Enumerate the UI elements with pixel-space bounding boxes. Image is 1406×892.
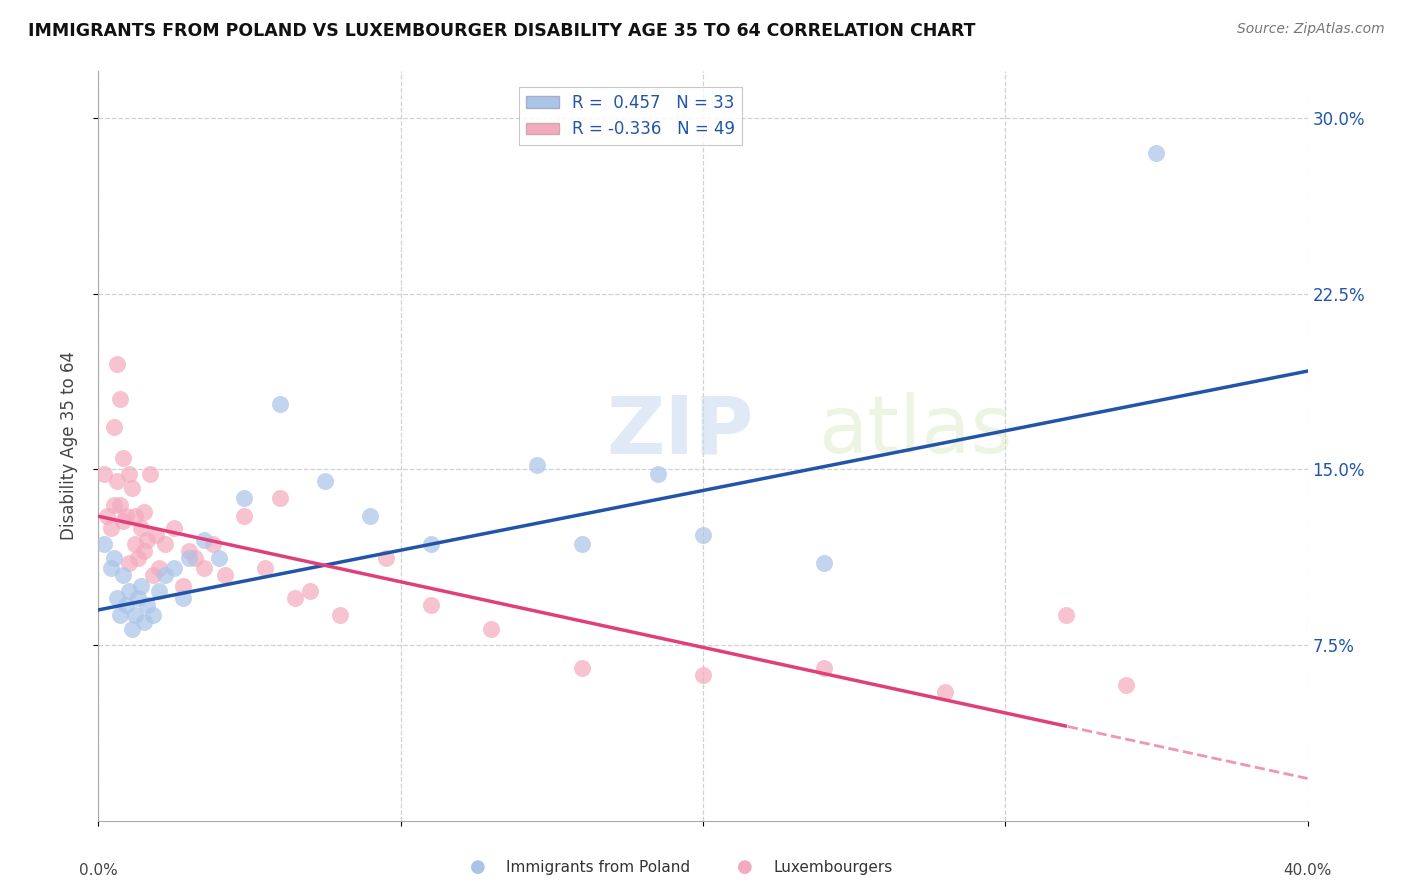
Point — [571, 661, 593, 675]
Point — [132, 505, 155, 519]
Point — [571, 537, 593, 551]
Point — [121, 622, 143, 636]
Point — [692, 528, 714, 542]
Point — [153, 567, 176, 582]
Point — [103, 551, 125, 566]
Point — [96, 509, 118, 524]
Point — [692, 668, 714, 682]
Point — [118, 556, 141, 570]
Text: ZIP: ZIP — [606, 392, 754, 470]
Point — [813, 556, 835, 570]
Point — [93, 467, 115, 482]
Point — [179, 544, 201, 558]
Point — [172, 591, 194, 606]
Text: ●: ● — [470, 858, 486, 876]
Point — [148, 584, 170, 599]
Point — [124, 509, 146, 524]
Point — [813, 661, 835, 675]
Point — [108, 498, 131, 512]
Point — [142, 567, 165, 582]
Point — [108, 607, 131, 622]
Text: IMMIGRANTS FROM POLAND VS LUXEMBOURGER DISABILITY AGE 35 TO 64 CORRELATION CHART: IMMIGRANTS FROM POLAND VS LUXEMBOURGER D… — [28, 22, 976, 40]
Point — [172, 580, 194, 594]
Point — [329, 607, 352, 622]
Point — [105, 474, 128, 488]
Text: ●: ● — [737, 858, 754, 876]
Point — [934, 685, 956, 699]
Point — [93, 537, 115, 551]
Point — [105, 591, 128, 606]
Point — [253, 561, 276, 575]
Point — [284, 591, 307, 606]
Text: atlas: atlas — [818, 392, 1012, 470]
Point — [114, 509, 136, 524]
Point — [232, 509, 254, 524]
Text: Luxembourgers: Luxembourgers — [773, 860, 893, 874]
Point — [135, 533, 157, 547]
Point — [118, 584, 141, 599]
Point — [111, 450, 134, 465]
Text: 0.0%: 0.0% — [79, 863, 118, 878]
Point — [124, 537, 146, 551]
Point — [148, 561, 170, 575]
Point — [420, 599, 443, 613]
Point — [105, 357, 128, 371]
Text: Immigrants from Poland: Immigrants from Poland — [506, 860, 690, 874]
Point — [269, 397, 291, 411]
Point — [647, 467, 669, 482]
Point — [145, 528, 167, 542]
Point — [374, 551, 396, 566]
Point — [1144, 146, 1167, 161]
Point — [124, 607, 146, 622]
Point — [100, 561, 122, 575]
Point — [118, 467, 141, 482]
Point — [232, 491, 254, 505]
Point — [299, 584, 322, 599]
Point — [481, 622, 503, 636]
Point — [129, 521, 152, 535]
Point — [179, 551, 201, 566]
Point — [163, 521, 186, 535]
Point — [208, 551, 231, 566]
Point — [314, 474, 336, 488]
Text: 40.0%: 40.0% — [1284, 863, 1331, 878]
Point — [111, 514, 134, 528]
Text: Source: ZipAtlas.com: Source: ZipAtlas.com — [1237, 22, 1385, 37]
Point — [142, 607, 165, 622]
Point — [1054, 607, 1077, 622]
Point — [526, 458, 548, 472]
Point — [184, 551, 207, 566]
Point — [114, 599, 136, 613]
Point — [127, 591, 149, 606]
Point — [103, 498, 125, 512]
Point — [132, 615, 155, 629]
Point — [202, 537, 225, 551]
Legend: R =  0.457   N = 33, R = -0.336   N = 49: R = 0.457 N = 33, R = -0.336 N = 49 — [519, 87, 742, 145]
Point — [214, 567, 236, 582]
Point — [360, 509, 382, 524]
Point — [193, 561, 215, 575]
Point — [135, 599, 157, 613]
Point — [127, 551, 149, 566]
Point — [108, 392, 131, 407]
Point — [193, 533, 215, 547]
Point — [420, 537, 443, 551]
Point — [100, 521, 122, 535]
Y-axis label: Disability Age 35 to 64: Disability Age 35 to 64 — [59, 351, 77, 541]
Point — [269, 491, 291, 505]
Point — [129, 580, 152, 594]
Point — [111, 567, 134, 582]
Point — [103, 420, 125, 434]
Point — [139, 467, 162, 482]
Point — [121, 481, 143, 495]
Point — [163, 561, 186, 575]
Point — [153, 537, 176, 551]
Point — [1115, 678, 1137, 692]
Point — [132, 544, 155, 558]
